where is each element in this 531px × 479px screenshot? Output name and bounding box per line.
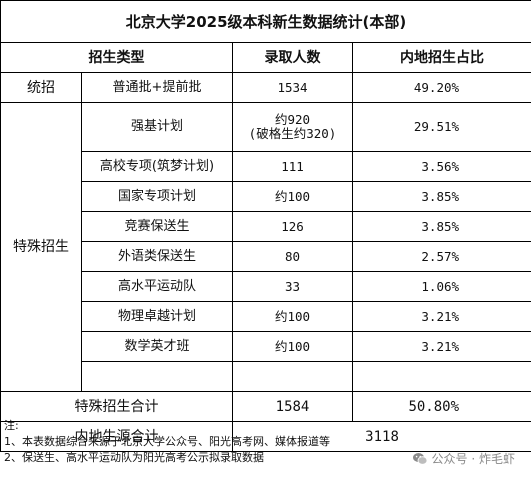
header-mainland-share: 内地招生占比	[351, 42, 531, 73]
row-share: 3.85%	[351, 211, 531, 242]
row-name: 普通批+提前批	[81, 72, 233, 103]
table-row: 统招 普通批+提前批 1534 49.20%	[0, 72, 531, 103]
table-row	[1, 361, 531, 392]
row-name: 竞赛保送生	[81, 211, 233, 242]
table-row: 高水平运动队 33 1.06%	[1, 271, 531, 302]
table-row: 物理卓越计划 约100 3.21%	[1, 301, 531, 332]
table-row: 特殊招生 强基计划 约920 (破格生约320) 29.51%	[0, 102, 531, 392]
row-share: 1.06%	[351, 271, 531, 302]
row-name: 外语类保送生	[81, 241, 233, 272]
group-special: 特殊招生	[0, 102, 82, 392]
special-total-label: 特殊招生合计	[0, 391, 233, 422]
row-share: 3.56%	[351, 151, 531, 182]
row-name: 数学英才班	[81, 331, 233, 362]
row-count: 约100	[232, 331, 353, 362]
watermark-text: 公众号 · 炸毛虾	[431, 452, 515, 466]
row-share: 3.21%	[351, 331, 531, 362]
row-count-main: 约920	[274, 112, 311, 127]
row-share: 49.20%	[351, 72, 531, 103]
row-name: 物理卓越计划	[81, 301, 233, 332]
table-row: 竞赛保送生 126 3.85%	[1, 211, 531, 242]
note-line-2: 2、保送生、高水平运动队为阳光高考公示拟录取数据	[4, 451, 264, 464]
special-total-share: 50.80%	[351, 391, 531, 422]
special-total-count: 1584	[232, 391, 353, 422]
table-row: 外语类保送生 80 2.57%	[1, 241, 531, 272]
mainland-total-label: 内地生源合计	[0, 421, 233, 452]
row-count: 1534	[232, 72, 353, 103]
note-line-1: 1、本表数据综合来源于北京大学公众号、阳光高考网、媒体报道等	[4, 435, 330, 448]
row-share: 2.57%	[351, 241, 531, 272]
row-count: 约100	[232, 181, 353, 212]
mainland-total-count: 3118	[231, 421, 531, 452]
row-share: 29.51%	[351, 102, 531, 152]
table-row: 国家专项计划 约100 3.85%	[1, 181, 531, 212]
row-count: 126	[232, 211, 353, 242]
row-name: 高校专项(筑梦计划)	[81, 151, 233, 182]
row-count	[232, 361, 353, 392]
row-share	[351, 361, 531, 392]
row-name: 强基计划	[81, 102, 233, 152]
footnotes: 注: 1、本表数据综合来源于北京大学公众号、阳光高考网、媒体报道等 2、保送生、…	[4, 418, 330, 466]
table-title: 北京大学2025级本科新生数据统计(本部)	[0, 0, 531, 43]
table-row: 数学英才班 约100 3.21%	[1, 331, 531, 362]
mainland-total-row: 内地生源合计 3118	[0, 421, 531, 452]
row-count: 80	[232, 241, 353, 272]
header-admitted-count: 录取人数	[232, 42, 353, 73]
row-count: 约100	[232, 301, 353, 332]
watermark: 公众号 · 炸毛虾	[412, 450, 515, 467]
row-count: 约920 (破格生约320)	[232, 102, 353, 152]
group-unified: 统招	[0, 72, 82, 103]
row-share: 3.21%	[351, 301, 531, 332]
admission-stats-table: 北京大学2025级本科新生数据统计(本部) 招生类型 录取人数 内地招生占比 统…	[0, 0, 531, 452]
row-name: 高水平运动队	[81, 271, 233, 302]
special-total-row: 特殊招生合计 1584 50.80%	[0, 391, 531, 422]
row-name	[81, 361, 233, 392]
row-count-note: (破格生约320)	[248, 126, 337, 141]
row-share: 3.85%	[351, 181, 531, 212]
notes-heading: 注:	[4, 419, 19, 432]
wechat-icon	[412, 452, 428, 466]
row-count: 33	[232, 271, 353, 302]
row-count: 111	[232, 151, 353, 182]
row-name: 国家专项计划	[81, 181, 233, 212]
header-admission-type: 招生类型	[0, 42, 233, 73]
